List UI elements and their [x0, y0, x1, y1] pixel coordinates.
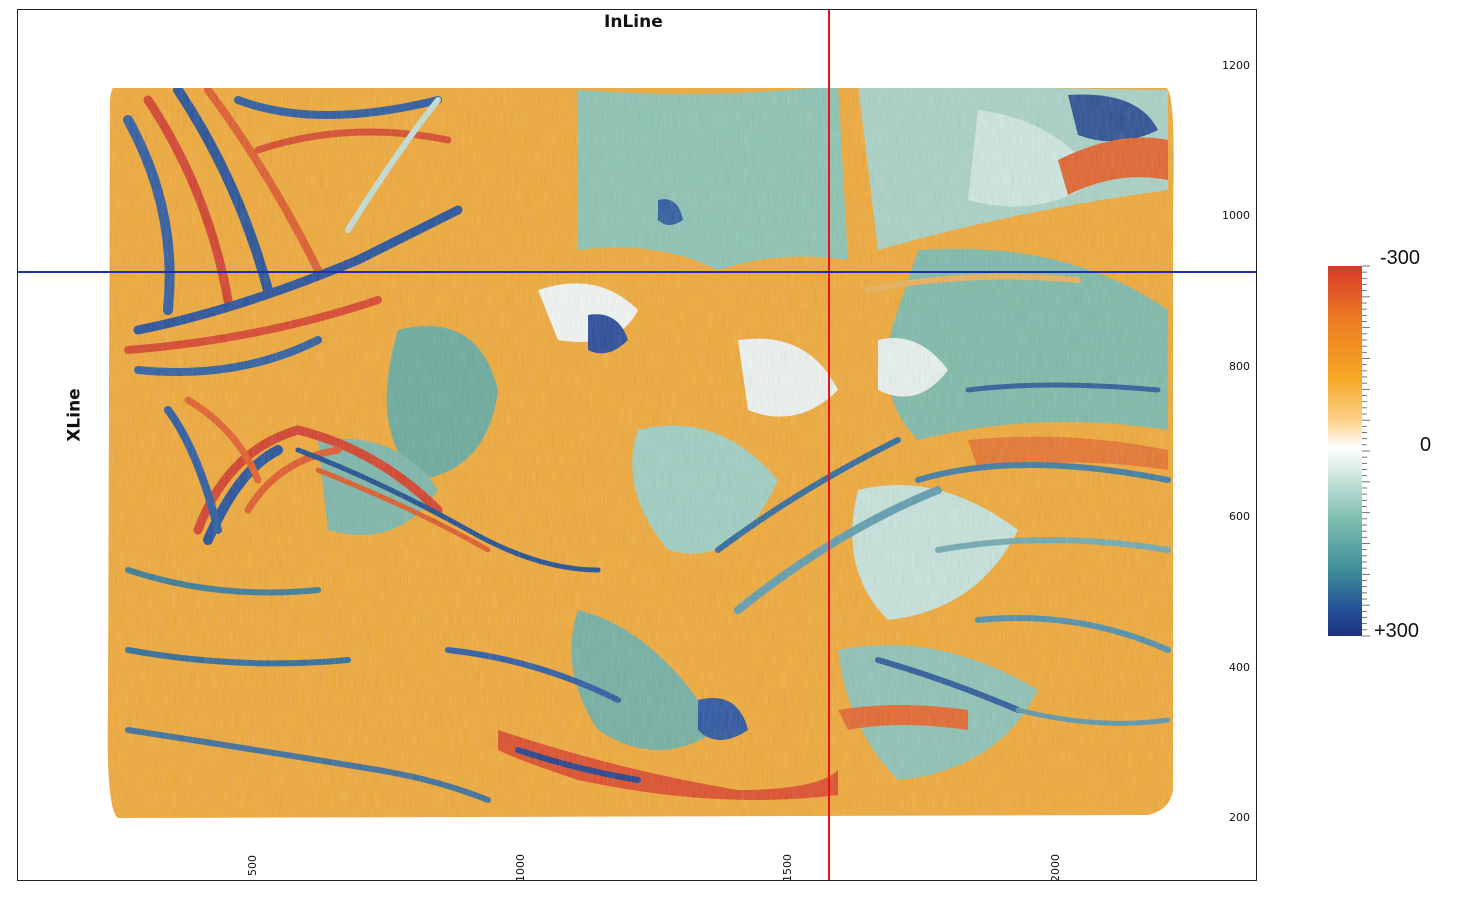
colorbar-ticks [1362, 265, 1370, 637]
xline-axis-title: XLine [64, 388, 85, 442]
xline-tick: 200 [1229, 811, 1250, 824]
colorbar-gradient [1328, 266, 1362, 636]
colorbar-top-label: -300 [1380, 247, 1421, 269]
inline-tick: 1500 [781, 854, 794, 881]
crosshair-lines[interactable] [18, 10, 1257, 881]
seismic-body [107, 88, 1174, 818]
seismic-map-frame[interactable]: InLine XLine 1200 1000 800 600 400 200 5… [17, 9, 1257, 881]
colorbar-middle-label: 0 [1420, 434, 1432, 456]
inline-tick: 2000 [1049, 854, 1062, 881]
xline-tick: 800 [1229, 360, 1250, 373]
xline-tick: 1000 [1222, 209, 1250, 222]
xline-tick: 1200 [1222, 59, 1250, 72]
xline-tick: 600 [1229, 510, 1250, 523]
inline-tick: 1000 [514, 854, 527, 881]
xline-tick: 400 [1229, 661, 1250, 674]
inline-axis-title: InLine [604, 12, 663, 32]
amplitude-colorbar [1328, 265, 1370, 637]
inline-tick: 500 [246, 855, 259, 876]
seismic-amplitude-map[interactable] [18, 10, 1257, 881]
colorbar-bottom-label: +300 [1374, 620, 1420, 642]
